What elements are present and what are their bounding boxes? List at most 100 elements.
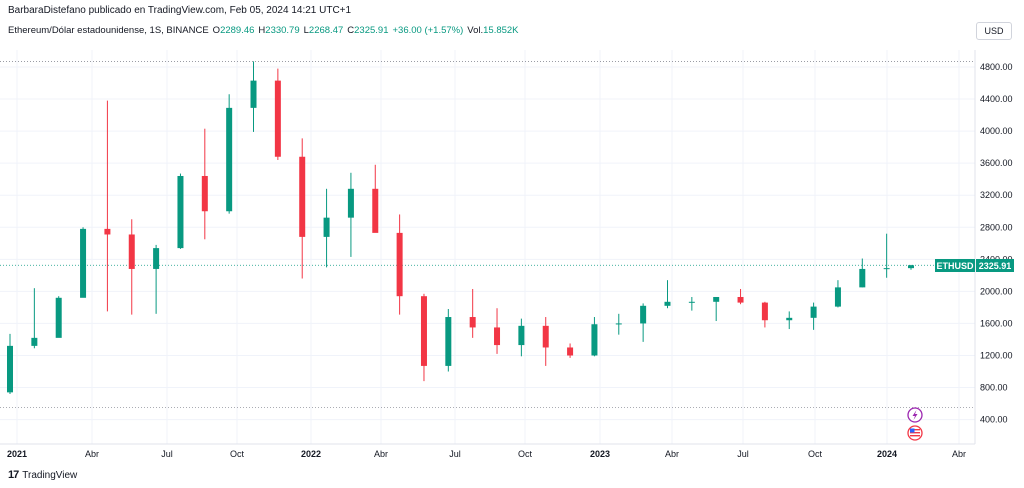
- x-tick-label: 2024: [877, 449, 897, 459]
- currency-button[interactable]: USD: [976, 22, 1012, 40]
- candle[interactable]: [226, 94, 233, 214]
- high-value: 2330.79: [265, 25, 300, 36]
- candle[interactable]: [591, 317, 598, 357]
- y-tick-label: 400.00: [980, 415, 1008, 425]
- candle-body: [786, 317, 793, 321]
- candle-body: [299, 156, 306, 237]
- x-tick-label: Abr: [952, 449, 966, 459]
- candle-body: [31, 337, 38, 346]
- x-tick-label: Jul: [161, 449, 173, 459]
- x-tick-label: 2021: [7, 449, 27, 459]
- candle-body: [713, 296, 720, 302]
- footer-branding: 17 TradingView: [8, 469, 77, 481]
- symbol-name[interactable]: Ethereum/Dólar estadounidense, 1S, BINAN…: [8, 25, 209, 36]
- candle[interactable]: [859, 258, 866, 288]
- candle[interactable]: [737, 288, 744, 305]
- candle-body: [226, 107, 233, 212]
- y-tick-label: 4000.00: [980, 126, 1013, 136]
- candle-body: [908, 265, 914, 269]
- x-tick-label: Jul: [449, 449, 461, 459]
- candle-body: [688, 301, 695, 303]
- lightning-icon[interactable]: [907, 407, 923, 423]
- y-tick-label: 4800.00: [980, 62, 1013, 72]
- candle[interactable]: [494, 308, 501, 354]
- us-flag-icon[interactable]: [907, 425, 923, 441]
- candle-body: [347, 188, 354, 218]
- x-tick-label: Oct: [518, 449, 533, 459]
- close-value: 2325.91: [354, 25, 389, 36]
- x-tick-label: 2022: [301, 449, 321, 459]
- candle[interactable]: [567, 343, 574, 358]
- y-tick-label: 3200.00: [980, 190, 1013, 200]
- grid-layer: [0, 50, 975, 444]
- candle-body: [104, 228, 111, 235]
- candle[interactable]: [323, 188, 330, 268]
- candle[interactable]: [786, 311, 793, 330]
- candle[interactable]: [469, 288, 476, 338]
- candle[interactable]: [7, 333, 13, 394]
- x-tick-label: Oct: [808, 449, 823, 459]
- price-tag: ETHUSD 2325.91: [935, 259, 1014, 272]
- candle[interactable]: [834, 280, 841, 308]
- candle-body: [55, 297, 62, 338]
- candle[interactable]: [153, 244, 160, 314]
- low-label: L: [303, 25, 309, 36]
- candle[interactable]: [250, 61, 257, 132]
- candles-layer: [7, 61, 914, 394]
- candle[interactable]: [31, 288, 38, 349]
- time-axis[interactable]: 2021 Abr Jul Oct 2022 Abr Jul Oct 2023 Abr Jul Oct 2…: [7, 449, 966, 459]
- candle-body: [810, 306, 817, 318]
- y-tick-label: 4400.00: [980, 94, 1013, 104]
- candle-body: [640, 305, 647, 324]
- price-tag-symbol: ETHUSD: [936, 261, 974, 271]
- candle[interactable]: [347, 172, 354, 257]
- y-tick-label: 3600.00: [980, 158, 1013, 168]
- candle[interactable]: [201, 128, 208, 240]
- volume-value: 15.852K: [483, 25, 519, 36]
- candle[interactable]: [372, 164, 379, 233]
- candle-body: [274, 80, 281, 157]
- high-label: H: [258, 25, 266, 36]
- x-tick-label: Oct: [230, 449, 245, 459]
- candle[interactable]: [908, 264, 914, 270]
- candle-body: [494, 327, 501, 346]
- candle[interactable]: [104, 100, 111, 312]
- candle[interactable]: [883, 233, 890, 278]
- candle-body: [372, 188, 379, 233]
- candle[interactable]: [396, 214, 403, 315]
- candle[interactable]: [274, 68, 281, 160]
- y-tick-label: 1200.00: [980, 350, 1013, 360]
- candle[interactable]: [80, 227, 87, 298]
- candle-body: [445, 317, 452, 366]
- candle[interactable]: [615, 313, 622, 335]
- candle-body: [883, 268, 890, 270]
- price-axis[interactable]: 4800.00 4400.00 4000.00 3600.00 3200.00 2800.…: [980, 62, 1013, 425]
- candle[interactable]: [688, 296, 695, 311]
- candle[interactable]: [542, 317, 549, 366]
- price-tag-value-bg: [976, 259, 1014, 272]
- candle[interactable]: [640, 303, 647, 342]
- candle-body: [323, 217, 330, 237]
- candle-body: [542, 325, 549, 348]
- candle[interactable]: [713, 296, 720, 322]
- candle[interactable]: [420, 293, 427, 382]
- candle[interactable]: [761, 301, 768, 328]
- symbol-legend: Ethereum/Dólar estadounidense, 1S, BINAN…: [8, 25, 519, 36]
- candle-body: [469, 317, 476, 328]
- candle-body: [664, 301, 671, 306]
- candle[interactable]: [518, 318, 525, 357]
- x-tick-label: 2023: [590, 449, 610, 459]
- candle[interactable]: [664, 280, 671, 309]
- candle[interactable]: [177, 173, 184, 249]
- candle[interactable]: [128, 219, 135, 315]
- low-value: 2268.47: [308, 25, 344, 36]
- candle[interactable]: [810, 302, 817, 330]
- candle[interactable]: [299, 138, 306, 279]
- candle[interactable]: [445, 309, 452, 372]
- candle[interactable]: [55, 296, 62, 338]
- tradingview-brand[interactable]: TradingView: [22, 469, 78, 481]
- candle-body: [396, 232, 403, 297]
- candle-body: [250, 80, 257, 108]
- x-tick-label: Jul: [737, 449, 749, 459]
